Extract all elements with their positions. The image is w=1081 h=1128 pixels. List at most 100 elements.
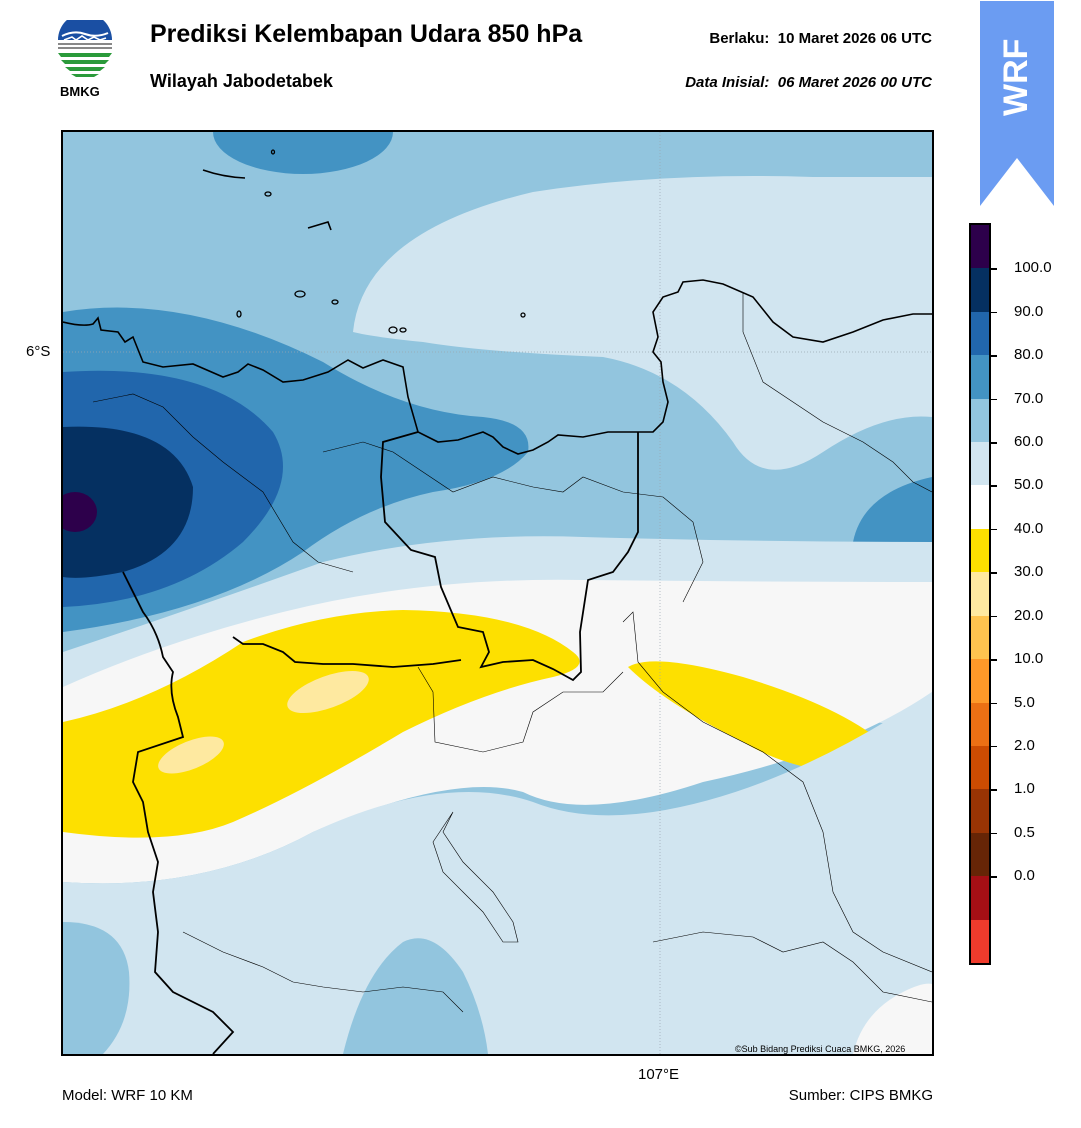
bmkg-logo-icon	[58, 20, 112, 77]
colorbar-tick-label: 50.0	[1014, 476, 1044, 494]
lat-label: 6°S	[26, 343, 51, 360]
island-3	[307, 221, 332, 231]
init-label: Data Inisial:	[685, 74, 770, 91]
colorbar-cell	[971, 832, 989, 877]
island-4	[294, 290, 306, 298]
colorbar-tick-label: 90.0	[1014, 302, 1044, 320]
colorbar-tick-label: 80.0	[1014, 346, 1044, 364]
island-6	[236, 310, 242, 318]
colorbar-tick	[991, 572, 997, 574]
island-7	[388, 326, 398, 334]
colorbar-cell	[971, 268, 989, 313]
colorbar-tick-label: 20.0	[1014, 606, 1044, 624]
colorbar-cell	[971, 702, 989, 747]
colorbar-cell	[971, 615, 989, 660]
colorbar-cell	[971, 485, 989, 530]
coastline-north-java	[63, 279, 932, 455]
colorbar-tick	[991, 745, 997, 748]
district-line-1	[92, 393, 354, 573]
district-line-7	[652, 931, 932, 1003]
init-time: Data Inisial: 06 Maret 2026 00 UTC	[685, 74, 932, 91]
colorbar-tick-label: 5.0	[1014, 693, 1035, 711]
district-line-8	[182, 931, 464, 1013]
colorbar-tick-label: 70.0	[1014, 389, 1044, 407]
humidity-field-70-80-top	[213, 132, 393, 174]
humidity-field-20-30-a	[287, 670, 369, 714]
humidity-field-90-100	[63, 426, 193, 578]
colorbar-tick	[991, 876, 997, 878]
colorbar-cell	[971, 745, 989, 790]
wrf-badge-text: WRF	[997, 38, 1035, 116]
valid-value: 10 Maret 2026 06 UTC	[777, 30, 932, 47]
district-line-5	[742, 292, 932, 493]
colorbar	[969, 223, 991, 965]
colorbar-cell	[971, 225, 989, 269]
colorbar-tick	[991, 355, 997, 357]
colorbar-tick	[991, 789, 997, 791]
district-line-2	[322, 441, 704, 603]
colorbar-tick	[991, 702, 997, 705]
humidity-field-50-60-north	[353, 176, 932, 470]
humidity-field-50-60-south	[63, 692, 932, 1054]
district-line-4	[622, 611, 932, 973]
map-subtitle: Wilayah Jabodetabek	[150, 71, 333, 91]
colorbar-tick	[991, 311, 997, 314]
colorbar-tick-label: 100.0	[1014, 259, 1052, 277]
colorbar-tick-label: 10.0	[1014, 650, 1044, 668]
humidity-field-100	[63, 492, 97, 532]
colorbar-tick-label: 40.0	[1014, 519, 1044, 537]
colorbar-tick-label: 2.0	[1014, 736, 1035, 754]
humidity-field-30-40-west	[63, 610, 580, 838]
colorbar-cell	[971, 398, 989, 443]
map-title: Prediksi Kelembapan Udara 850 hPa	[150, 20, 583, 48]
humidity-field-40-50-se	[853, 983, 932, 1054]
district-line-3	[417, 666, 624, 753]
map-credit: ©Sub Bidang Prediksi Cuaca BMKG, 2026	[735, 1044, 906, 1054]
boundary-west	[122, 571, 235, 1054]
island-2	[264, 191, 272, 197]
colorbar-tick	[991, 832, 997, 835]
island-9	[520, 312, 526, 318]
colorbar-cell	[971, 572, 989, 617]
colorbar-tick-label: 30.0	[1014, 563, 1044, 581]
colorbar-cell	[971, 528, 989, 573]
model-info: Model: WRF 10 KM	[62, 1087, 193, 1104]
colorbar-cell	[971, 355, 989, 400]
valid-label: Berlaku:	[709, 30, 770, 47]
colorbar-tick-label: 0.0	[1014, 867, 1035, 885]
colorbar-tick	[991, 615, 997, 618]
island-1	[202, 169, 246, 179]
boundary-middle	[232, 636, 462, 668]
colorbar-tick-label: 1.0	[1014, 780, 1035, 798]
colorbar-cell	[971, 311, 989, 356]
colorbar-cell	[971, 789, 989, 834]
valid-time: Berlaku: 10 Maret 2026 06 UTC	[709, 30, 932, 47]
colorbar-tick	[991, 528, 997, 531]
colorbar-tick-label: 60.0	[1014, 433, 1044, 451]
humidity-field-60-70-sw	[63, 922, 130, 1054]
island-8	[399, 327, 407, 333]
island-10	[270, 149, 276, 155]
colorbar-cell	[971, 876, 989, 921]
colorbar-tick	[991, 268, 997, 270]
map-panel: ©Sub Bidang Prediksi Cuaca BMKG, 2026	[61, 130, 934, 1056]
colorbar-tick	[991, 659, 997, 661]
colorbar-cell	[971, 659, 989, 704]
wrf-badge	[980, 1, 1054, 206]
district-line-6	[432, 811, 519, 943]
humidity-map	[63, 132, 932, 1054]
island-5	[331, 299, 339, 305]
init-value: 06 Maret 2026 00 UTC	[777, 74, 932, 91]
humidity-field-20-30-b	[158, 736, 224, 774]
logo-text: BMKG	[60, 84, 100, 99]
humidity-field-60-70-s	[343, 938, 488, 1054]
colorbar-tick	[991, 485, 997, 487]
colorbar-cell	[971, 442, 989, 486]
colorbar-tick-label: 0.5	[1014, 823, 1035, 841]
colorbar-tick	[991, 398, 997, 401]
lon-label: 107°E	[638, 1066, 680, 1083]
boundary-dki-banten	[380, 431, 639, 682]
humidity-field-30-40-east	[628, 661, 890, 772]
colorbar-cell	[971, 919, 989, 964]
colorbar-tick	[991, 442, 997, 444]
